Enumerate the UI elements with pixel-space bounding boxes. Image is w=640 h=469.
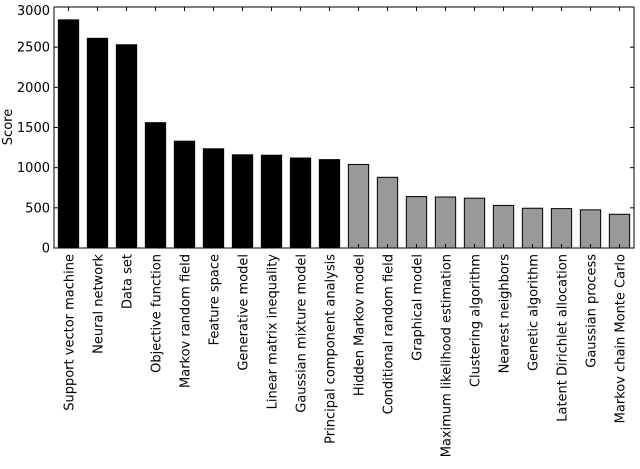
y-tick-label: 500 [25, 201, 50, 216]
x-tick-label: Conditional random field [382, 254, 397, 414]
x-tick-label: Clustering algorithm [469, 254, 484, 387]
plot-frame [53, 6, 635, 249]
x-tick-label: Markov random field [179, 254, 194, 388]
x-axis-ticks: Support vector machine Neural network Data… [63, 7, 629, 457]
bar [434, 196, 457, 249]
x-tick-label: Data set [121, 254, 136, 309]
bar [260, 154, 283, 249]
y-tick-label: 1000 [17, 161, 50, 176]
x-tick-label: Generative model [237, 254, 252, 371]
bar [579, 209, 602, 249]
y-tick-label: 2000 [17, 81, 50, 96]
x-tick-label: Latent Dirichlet allocation [556, 254, 571, 422]
x-tick-label: Principal component analysis [324, 254, 339, 444]
x-tick-label: Genetic algorithm [527, 254, 542, 371]
x-tick-label: Support vector machine [63, 254, 78, 411]
y-tick-label: 3000 [17, 4, 50, 19]
y-tick-label: 0 [42, 242, 50, 257]
x-tick-label: Maximum likelihood estimation [440, 254, 455, 457]
bar [521, 207, 544, 249]
y-tick-label: 2500 [17, 41, 50, 56]
x-tick-label: Markov chain Monte Carlo [614, 254, 629, 423]
bars-group [57, 19, 631, 249]
bar [144, 122, 167, 249]
bar [347, 163, 370, 249]
bar [376, 176, 399, 249]
bar [86, 37, 109, 249]
x-tick-label: Feature space [208, 254, 223, 345]
bar [57, 19, 80, 249]
x-tick-label: Nearest neighbors [498, 254, 513, 374]
x-tick-label: Objective function [150, 254, 165, 373]
x-tick-label: Gaussian process [585, 254, 600, 368]
x-tick-label: Hidden Markov model [353, 254, 368, 396]
x-tick-label: Gaussian mixture model [295, 254, 310, 413]
y-axis-ticks: 0 500 1000 1500 2000 2500 3000 [17, 4, 634, 257]
y-tick-label: 1500 [17, 121, 50, 136]
bar [608, 213, 631, 249]
bar [550, 208, 573, 249]
bar [318, 159, 341, 249]
y-axis-label: Score [1, 109, 16, 145]
bar [492, 204, 515, 249]
x-tick-label: Linear matrix inequality [266, 254, 281, 410]
bar [405, 196, 428, 249]
x-tick-label: Neural network [92, 254, 107, 354]
x-tick-label: Graphical model [411, 254, 426, 361]
bar [202, 148, 225, 249]
bar [289, 157, 312, 249]
bar [173, 140, 196, 249]
bar [231, 154, 254, 249]
bar [463, 197, 486, 249]
bar [115, 44, 138, 249]
